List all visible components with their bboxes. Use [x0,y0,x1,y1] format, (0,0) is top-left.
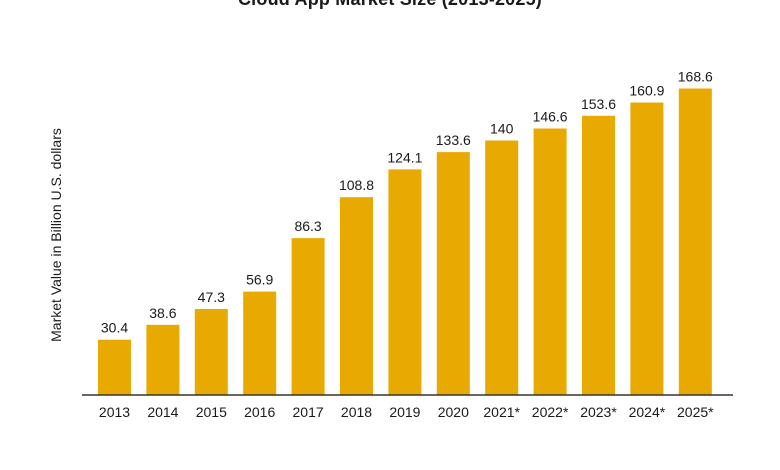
x-tick-label-2020: 2020 [438,404,469,420]
value-labels-layer: 30.4 38.6 47.3 56.9 86.3 108.8 124.1 133.6 140 14… [101,69,713,336]
x-tick-label-2024-forecast: 2024* [629,404,666,420]
y-axis-title: Market Value in Billion U.S. dollars [48,128,64,342]
x-tick-label-2017: 2017 [293,404,324,420]
x-tick-label-2016: 2016 [244,404,275,420]
bar-2021-forecast [485,140,519,395]
value-label-2016: 56.9 [246,272,273,288]
x-tick-label-2015: 2015 [196,404,227,420]
x-tick-label-2018: 2018 [341,404,372,420]
bar-2022-forecast [533,128,567,395]
x-tick-label-2022-forecast: 2022* [532,404,569,420]
x-tick-label-2023-forecast: 2023* [580,404,617,420]
value-label-2020: 133.6 [436,132,471,148]
x-tick-label-2019: 2019 [389,404,420,420]
value-label-2021-forecast: 140 [490,121,514,137]
value-label-2023-forecast: 153.6 [581,96,616,112]
value-label-2022-forecast: 146.6 [533,109,568,125]
value-label-2024-forecast: 160.9 [629,83,664,99]
value-label-2015: 47.3 [198,289,225,305]
bar-2025-forecast [678,88,712,395]
value-label-2025-forecast: 168.6 [678,69,713,85]
chart-title: Cloud App Market Size (2013-2025) [0,0,780,10]
x-tick-label-2025-forecast: 2025* [677,404,714,420]
bars-layer [98,88,712,396]
bar-2016 [243,291,277,395]
bar-2024-forecast [630,102,664,395]
value-label-2019: 124.1 [387,149,422,165]
bar-2015 [194,309,228,395]
bar-2020 [436,152,470,395]
bar-2014 [146,324,180,395]
value-label-2013: 30.4 [101,320,128,336]
x-tick-label-2013: 2013 [99,404,130,420]
bar-2013 [98,339,131,395]
x-tick-label-2014: 2014 [147,404,178,420]
value-label-2014: 38.6 [149,305,176,321]
bar-2019 [388,169,422,395]
x-tick-label-2021-forecast: 2021* [483,404,520,420]
x-tick-labels: 2013 2014 2015 2016 2017 2018 2019 2020 2021* 202… [99,404,714,420]
value-label-2018: 108.8 [339,177,374,193]
bar-2017 [291,238,325,395]
value-label-2017: 86.3 [294,218,321,234]
bar-2018 [340,197,373,395]
bar-2023-forecast [582,115,615,396]
